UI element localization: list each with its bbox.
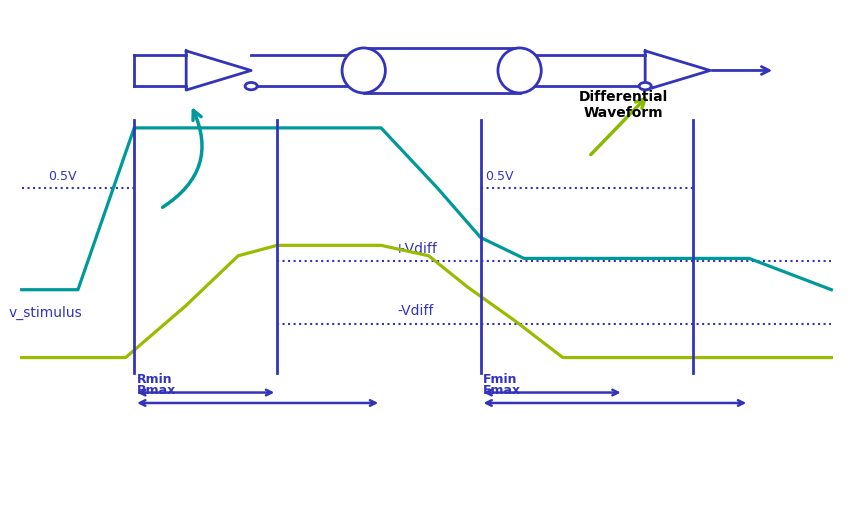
Text: Fmax: Fmax [483,384,521,397]
Text: v_stimulus: v_stimulus [9,306,82,321]
Text: 0.5V: 0.5V [48,170,76,183]
Circle shape [245,82,257,90]
Text: Fmin: Fmin [483,373,518,386]
Ellipse shape [498,48,541,93]
Circle shape [639,82,651,90]
Text: Rmax: Rmax [137,384,176,397]
Bar [364,48,520,93]
Text: +Vdiff: +Vdiff [394,242,437,256]
Text: Rmin: Rmin [137,373,172,386]
Text: 0.5V: 0.5V [485,170,514,183]
Text: -Vdiff: -Vdiff [397,304,434,318]
Text: Differential
Waveform: Differential Waveform [578,90,669,120]
Ellipse shape [342,48,385,93]
